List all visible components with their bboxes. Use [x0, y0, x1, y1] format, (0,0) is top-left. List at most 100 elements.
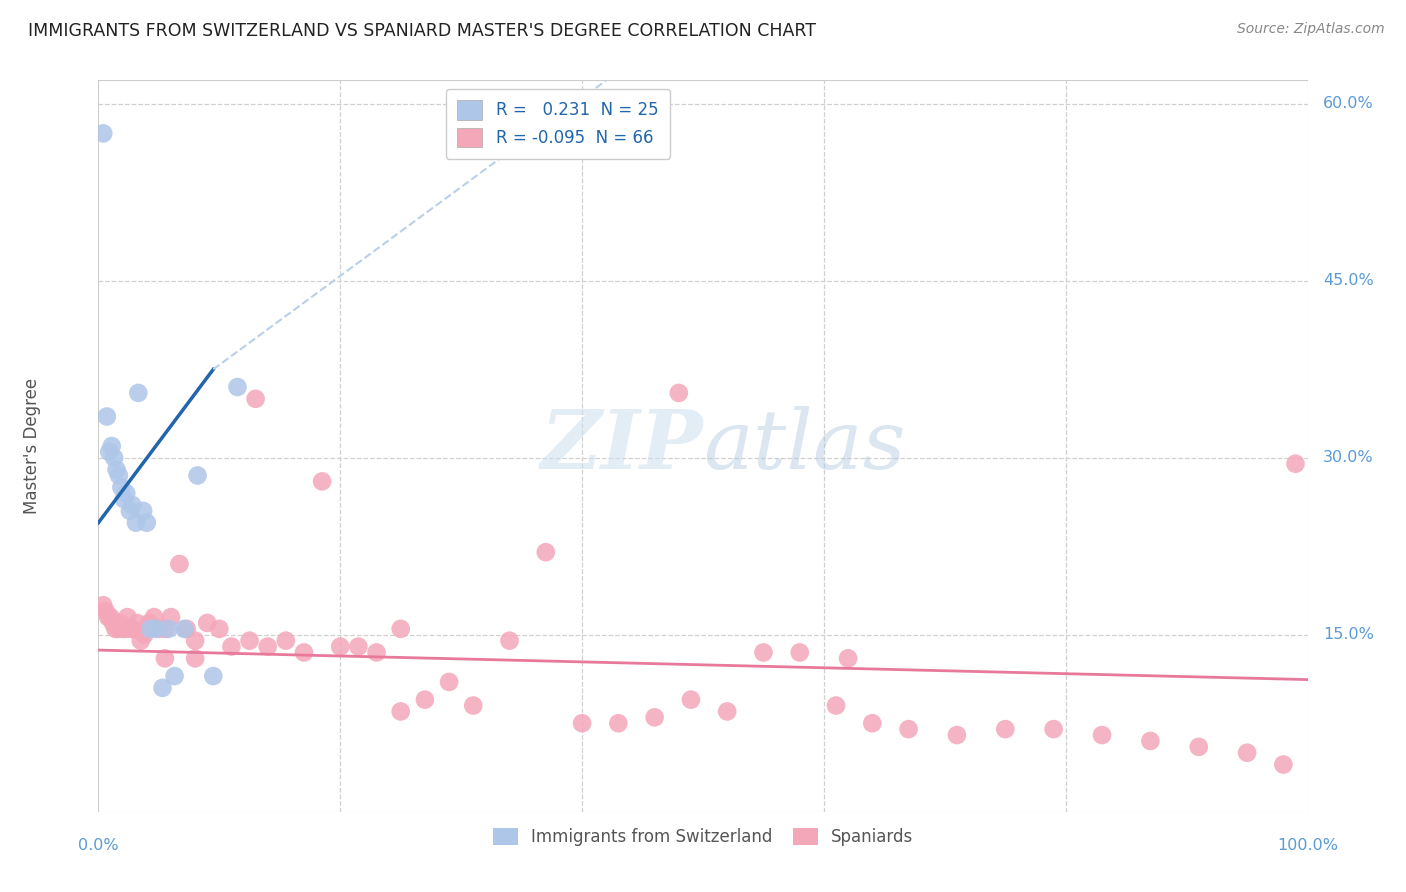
Point: [153, 622, 176, 636]
Point: [125, 516, 148, 530]
Point: [1284, 457, 1306, 471]
Point: [347, 640, 370, 654]
Point: [134, 628, 156, 642]
Point: [1091, 728, 1114, 742]
Point: [105, 462, 128, 476]
Point: [173, 622, 195, 636]
Point: [498, 633, 520, 648]
Point: [121, 498, 143, 512]
Point: [789, 645, 811, 659]
Point: [1272, 757, 1295, 772]
Point: [239, 633, 262, 648]
Point: [195, 615, 218, 630]
Point: [437, 675, 460, 690]
Point: [897, 722, 920, 736]
Point: [127, 385, 149, 400]
Point: [1042, 722, 1064, 736]
Point: [96, 409, 118, 424]
Point: [644, 710, 666, 724]
Point: [208, 622, 231, 636]
Point: [157, 622, 180, 636]
Point: [163, 669, 186, 683]
Point: [129, 633, 152, 648]
Text: 0.0%: 0.0%: [79, 838, 118, 853]
Point: [148, 622, 170, 636]
Point: [245, 392, 267, 406]
Point: [187, 468, 209, 483]
Point: [152, 681, 174, 695]
Point: [100, 439, 122, 453]
Point: [1139, 734, 1161, 748]
Point: [135, 516, 157, 530]
Point: [169, 557, 191, 571]
Point: [221, 640, 243, 654]
Point: [292, 645, 315, 659]
Text: IMMIGRANTS FROM SWITZERLAND VS SPANIARD MASTER'S DEGREE CORRELATION CHART: IMMIGRANTS FROM SWITZERLAND VS SPANIARD …: [28, 22, 815, 40]
Point: [107, 622, 129, 636]
Point: [226, 380, 249, 394]
Point: [607, 716, 630, 731]
Point: [97, 610, 120, 624]
Point: [571, 716, 593, 731]
Legend: R =   0.231  N = 25, R = -0.095  N = 66: R = 0.231 N = 25, R = -0.095 N = 66: [446, 88, 671, 159]
Point: [118, 504, 141, 518]
Point: [825, 698, 848, 713]
Point: [118, 622, 141, 636]
Point: [329, 640, 352, 654]
Point: [837, 651, 859, 665]
Point: [127, 615, 149, 630]
Point: [860, 716, 883, 731]
Text: ZIP: ZIP: [540, 406, 703, 486]
Point: [716, 705, 738, 719]
Point: [311, 475, 333, 489]
Point: [389, 622, 412, 636]
Point: [679, 692, 702, 706]
Point: [103, 450, 125, 465]
Point: [160, 610, 183, 624]
Point: [668, 385, 690, 400]
Point: [104, 622, 127, 636]
Point: [366, 645, 388, 659]
Text: 60.0%: 60.0%: [1323, 96, 1374, 112]
Point: [112, 492, 135, 507]
Text: Source: ZipAtlas.com: Source: ZipAtlas.com: [1237, 22, 1385, 37]
Point: [256, 640, 278, 654]
Text: 100.0%: 100.0%: [1277, 838, 1339, 853]
Point: [98, 445, 121, 459]
Text: Master's Degree: Master's Degree: [22, 378, 41, 514]
Point: [145, 622, 167, 636]
Point: [413, 692, 436, 706]
Point: [132, 504, 155, 518]
Point: [91, 127, 114, 141]
Text: 15.0%: 15.0%: [1323, 627, 1374, 642]
Point: [389, 705, 412, 719]
Point: [100, 610, 122, 624]
Point: [176, 622, 198, 636]
Point: [1236, 746, 1258, 760]
Point: [994, 722, 1017, 736]
Point: [202, 669, 225, 683]
Point: [138, 615, 160, 630]
Text: 45.0%: 45.0%: [1323, 273, 1374, 288]
Point: [153, 651, 176, 665]
Point: [463, 698, 485, 713]
Point: [94, 604, 117, 618]
Point: [139, 622, 162, 636]
Point: [110, 480, 132, 494]
Point: [534, 545, 557, 559]
Point: [115, 486, 138, 500]
Point: [184, 651, 207, 665]
Point: [114, 622, 136, 636]
Point: [101, 615, 124, 630]
Point: [946, 728, 969, 742]
Point: [1188, 739, 1211, 754]
Point: [117, 610, 139, 624]
Point: [752, 645, 775, 659]
Point: [143, 610, 166, 624]
Point: [108, 615, 131, 630]
Point: [121, 622, 143, 636]
Point: [91, 599, 114, 613]
Text: atlas: atlas: [703, 406, 905, 486]
Text: 30.0%: 30.0%: [1323, 450, 1374, 466]
Point: [274, 633, 297, 648]
